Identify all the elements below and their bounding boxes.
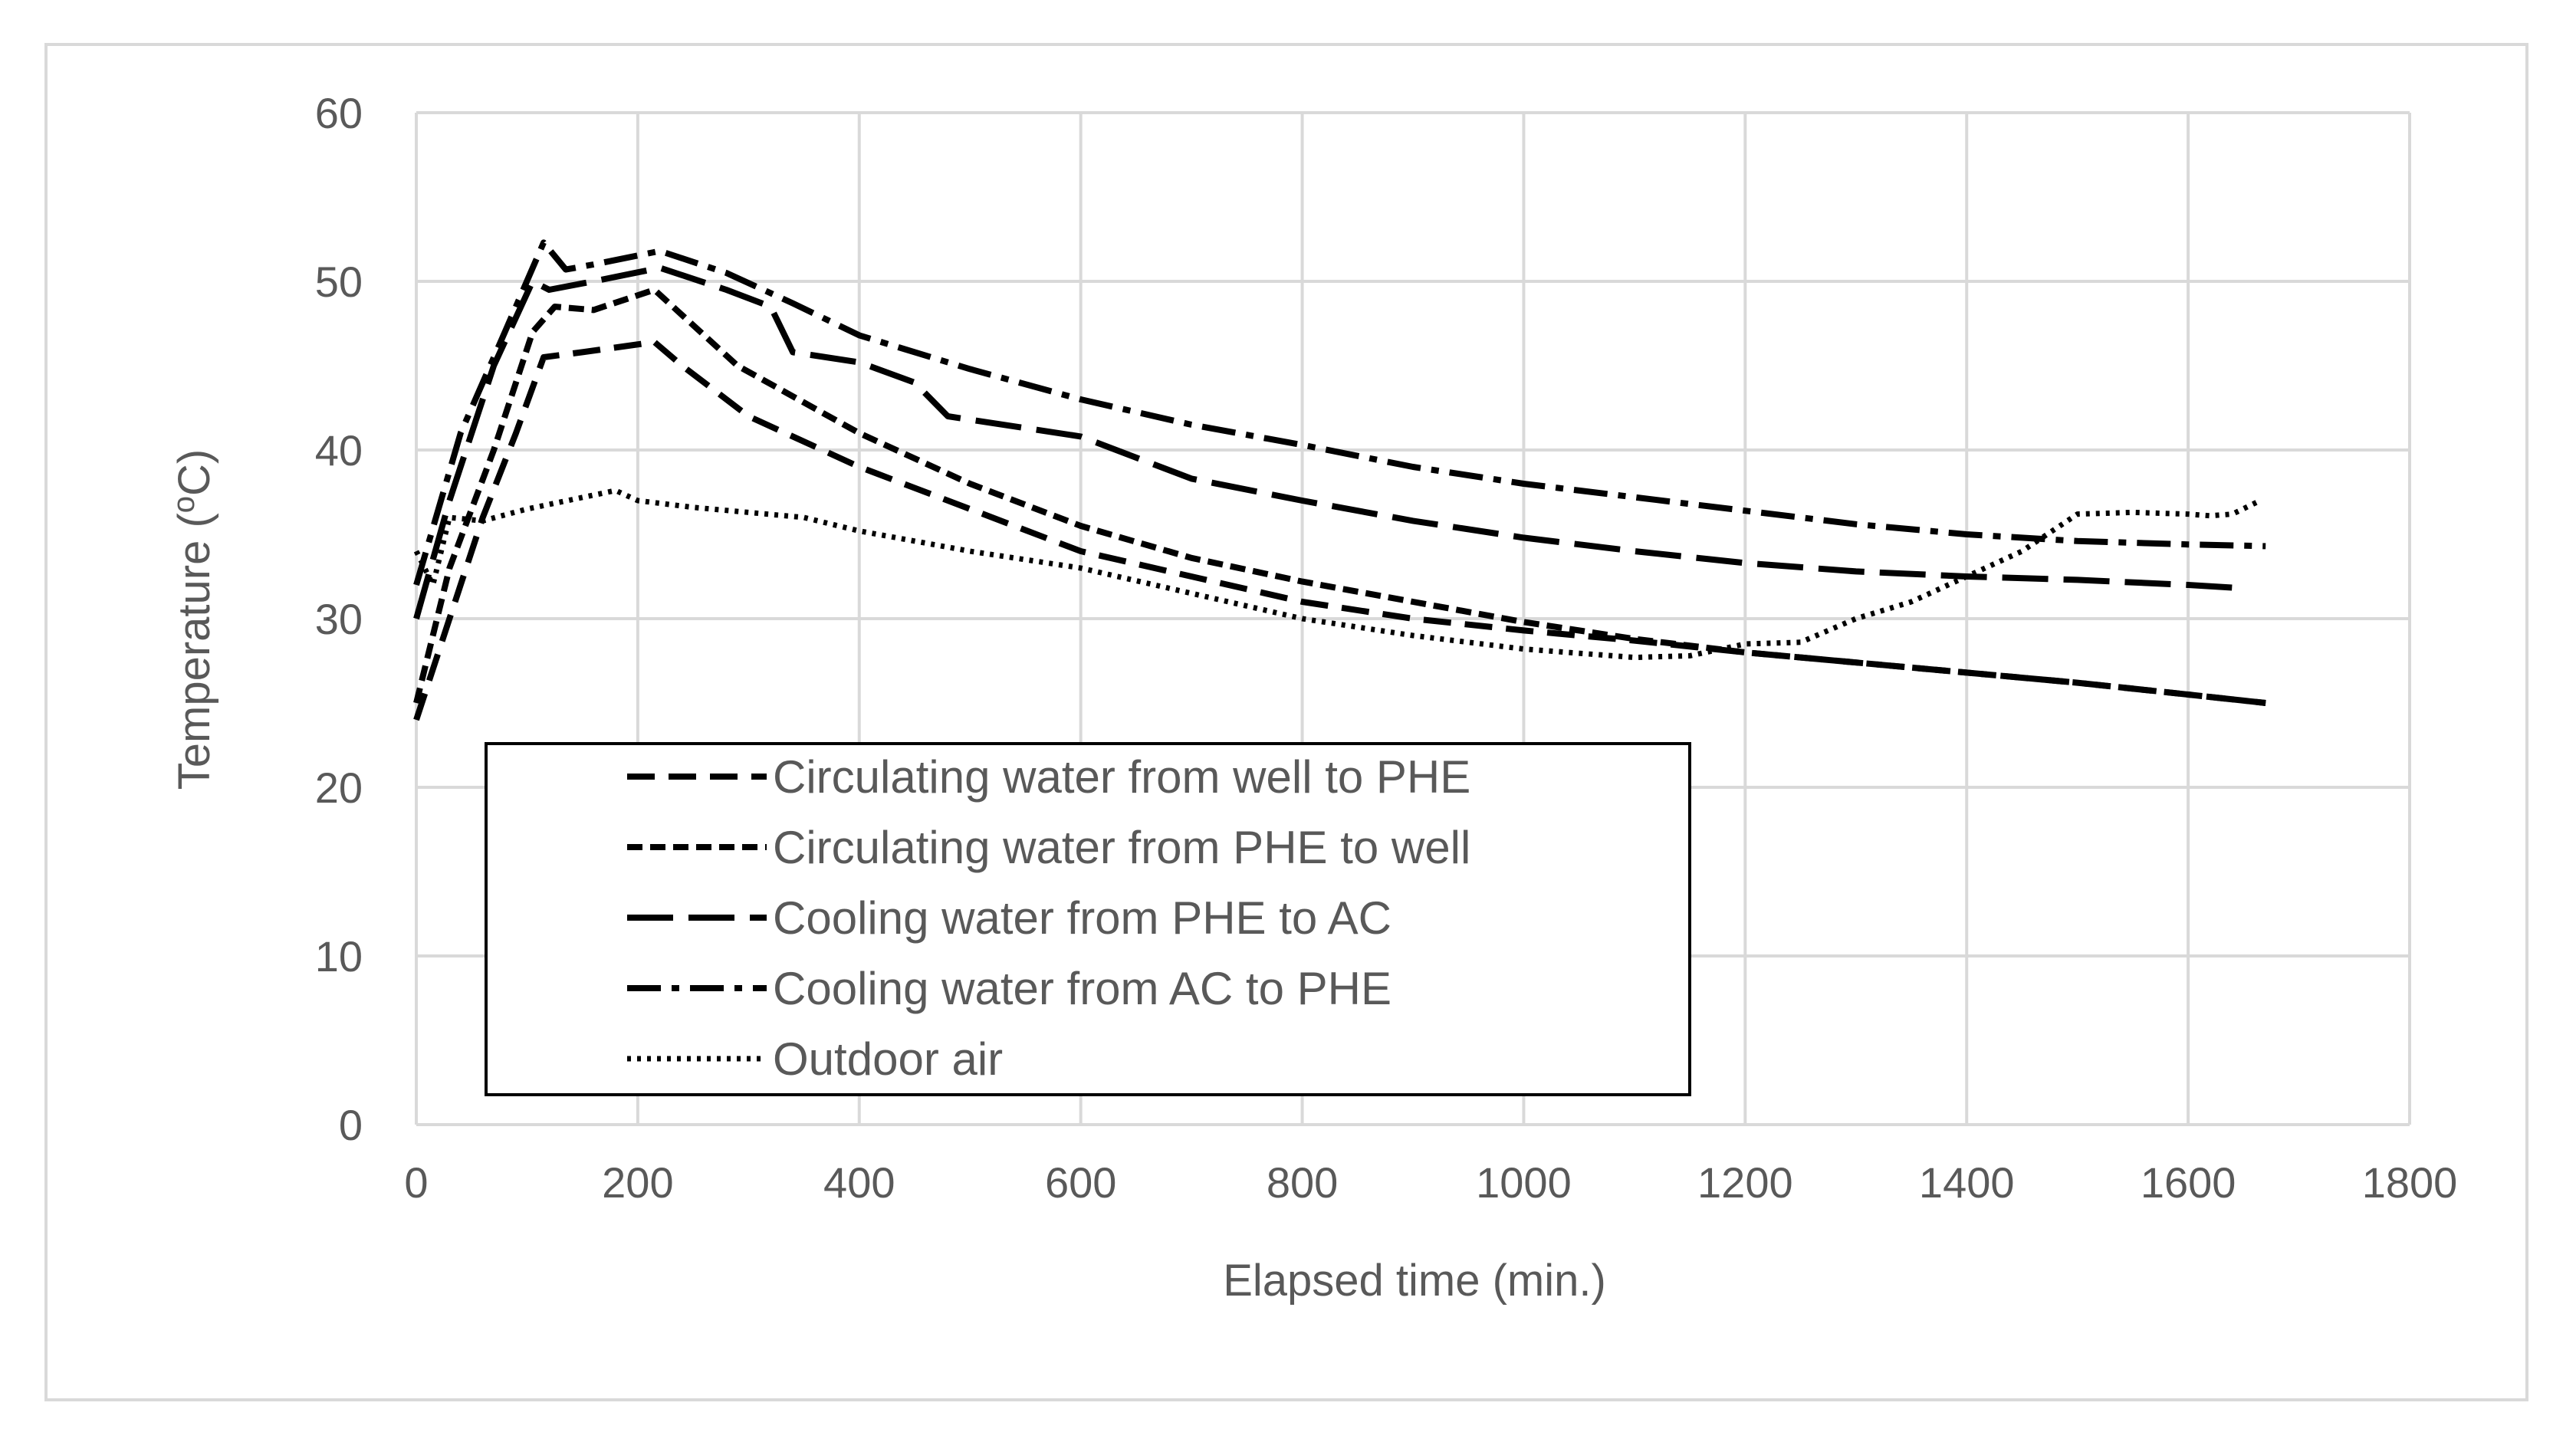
x-tick-label: 400 [823,1158,895,1207]
y-tick-label: 20 [315,764,363,812]
series-line-3 [413,264,2244,620]
x-tick-label: 800 [1267,1158,1338,1207]
series-line-1 [413,339,2266,721]
legend-entry-3: Cooling water from PHE to AC [773,892,1392,944]
series-lines [413,239,2266,721]
x-tick-label: 200 [602,1158,673,1207]
legend-box [485,742,1691,1096]
x-tick-label: 600 [1045,1158,1116,1207]
y-tick-label: 60 [315,89,363,137]
y-tick-label: 30 [315,595,363,643]
legend: Circulating water from well to PHE Circul… [485,742,1691,1096]
y-tick-label: 50 [315,258,363,306]
x-tick-label: 1000 [1476,1158,1572,1207]
x-tick-labels: 0 200 400 600 800 1000 1200 1400 1600 1800 [404,1158,2457,1207]
legend-entry-5: Outdoor air [773,1033,1003,1085]
series-line-2 [413,287,2266,706]
series-line-4 [413,239,2266,586]
y-tick-label: 0 [339,1101,363,1149]
x-axis-label: Elapsed time (min.) [1223,1256,1606,1306]
x-tick-label: 1200 [1697,1158,1793,1207]
series-line-5 [413,488,2262,661]
legend-entry-4: Cooling water from AC to PHE [773,963,1392,1014]
y-axis-label: Temperature (oC) [167,449,219,790]
x-tick-label: 1800 [2362,1158,2458,1207]
y-tick-label: 40 [315,426,363,475]
x-tick-label: 1600 [2141,1158,2236,1207]
x-tick-label: 1400 [1919,1158,2015,1207]
legend-entry-1: Circulating water from well to PHE [773,751,1470,803]
y-tick-labels: 0 10 20 30 40 50 60 [315,89,363,1149]
y-tick-label: 10 [315,932,363,980]
legend-entry-2: Circulating water from PHE to well [773,822,1470,873]
chart-frame [44,43,2528,1401]
x-tick-label: 0 [404,1158,428,1207]
